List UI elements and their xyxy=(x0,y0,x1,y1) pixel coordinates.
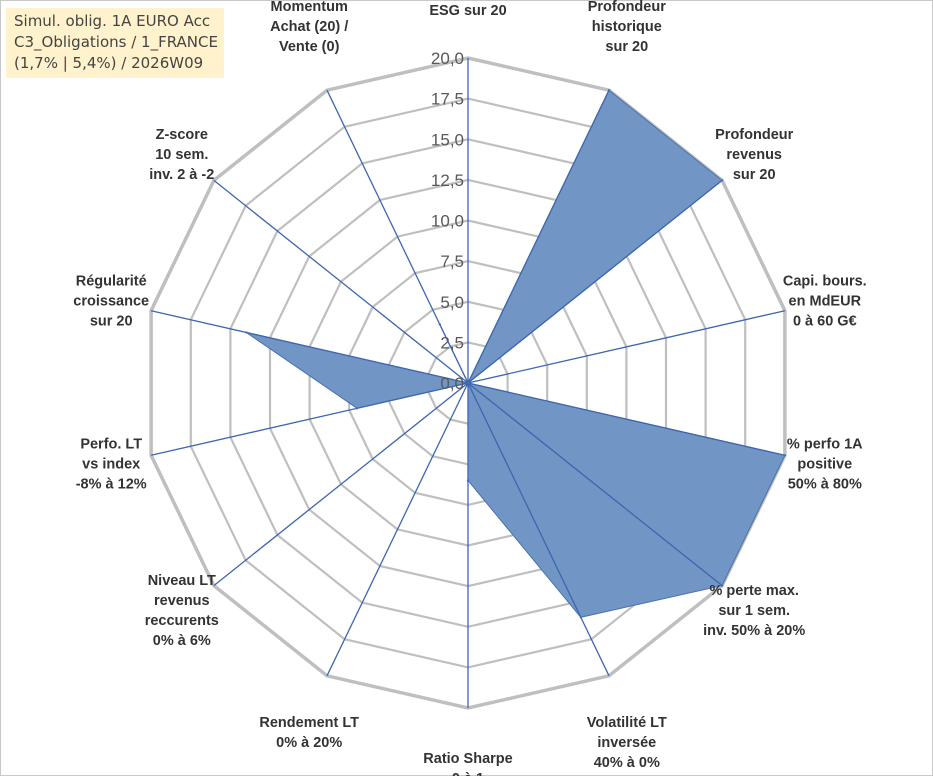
tick-label: 2,5 xyxy=(440,333,464,352)
axis-label: Rendement LT 0% à 20% xyxy=(259,715,359,751)
axis-line xyxy=(467,382,786,456)
data-point xyxy=(783,454,787,457)
axis-label-line: Profondeur xyxy=(715,127,793,143)
series-area xyxy=(245,89,786,618)
data-point xyxy=(466,381,470,385)
axis-label-line: % perfo 1A xyxy=(787,436,863,452)
axis-label-line: 10 sem. xyxy=(155,147,208,163)
axis-label-line: croissance xyxy=(73,294,149,310)
axis-label-line: Perfo. LT xyxy=(80,436,142,452)
data-point xyxy=(466,479,470,482)
tick-label: 7,5 xyxy=(440,252,464,271)
axis-line xyxy=(150,310,469,384)
axis-label-line: 50% à 80% xyxy=(788,476,862,492)
axis-line xyxy=(467,382,610,677)
axis-label: % perfo 1A positive 50% à 80% xyxy=(787,436,863,492)
axis-label-line: 0 à 1 xyxy=(452,771,484,776)
axis-label-line: Volatilité LT xyxy=(587,715,667,731)
axis-label-line: Niveau LT xyxy=(148,573,216,589)
axis-label-line: ESG sur 20 xyxy=(429,3,506,19)
tick-label: 20,0 xyxy=(431,49,464,68)
data-point xyxy=(245,331,248,334)
axis-label-line: sur 1 sem. xyxy=(718,603,790,619)
tick-label: 10,0 xyxy=(431,212,464,231)
axis-line xyxy=(213,382,469,587)
tick-label: 15,0 xyxy=(431,130,464,149)
axis-label-line: -8% à 12% xyxy=(76,476,147,492)
axis-label: Momentum Achat (20) / Vente (0) xyxy=(270,0,348,55)
axis-label-line: vs index xyxy=(82,456,140,472)
fund-category: C3_Obligations / 1_FRANCE xyxy=(14,33,218,51)
axis-line xyxy=(326,382,469,677)
axis-label-line: Z-score xyxy=(156,127,208,143)
axis-label: Perfo. LT vs index -8% à 12% xyxy=(76,436,147,492)
axis-label-line: Profondeur xyxy=(588,0,666,15)
axis-label: Volatilité LT inversée 40% à 0% xyxy=(587,715,667,771)
tick-label: 12,5 xyxy=(431,171,464,190)
axis-line xyxy=(326,89,469,384)
axis-label: Capi. bours. en MdEUR 0 à 60 G€ xyxy=(783,274,867,330)
axis-line xyxy=(467,310,786,384)
axis-label-line: en MdEUR xyxy=(789,294,862,310)
axis-label-line: % perte max. xyxy=(709,583,798,599)
axis-line xyxy=(467,179,723,384)
axis-label: Niveau LT revenus reccurents 0% à 6% xyxy=(145,573,219,649)
axis-label-line: inversée xyxy=(597,735,656,751)
axis-label-line: Régularité xyxy=(76,274,147,290)
axis-label: Profondeur revenus sur 20 xyxy=(715,127,793,183)
data-point xyxy=(579,616,582,619)
data-point xyxy=(438,323,441,326)
axis-label-line: 0 à 60 G€ xyxy=(793,314,857,330)
axis-label-line: Rendement LT xyxy=(259,715,359,731)
axis-label: Régularité croissance sur 20 xyxy=(73,274,149,330)
axis-label: NoteESG sur 20 xyxy=(429,0,506,19)
axis-label-line: Ratio Sharpe xyxy=(423,751,512,767)
axis-label: % perte max. sur 1 sem. inv. 50% à 20% xyxy=(703,583,805,639)
fund-period: (1,7% | 5,4%) / 2026W09 xyxy=(14,54,204,72)
axis-label: Profondeur historique sur 20 xyxy=(588,0,666,55)
axis-label: Ratio Sharpe 0 à 1 xyxy=(423,751,512,776)
axis-label-line: inv. 2 à -2 xyxy=(149,167,214,183)
fund-name: Simul. oblig. 1A EURO Acc xyxy=(14,12,211,30)
fund-info-box: Simul. oblig. 1A EURO Acc C3_Obligations… xyxy=(6,8,224,78)
tick-label: 17,5 xyxy=(431,90,464,109)
axis-label-line: sur 20 xyxy=(605,39,648,55)
axis-label-line: 0% à 6% xyxy=(153,633,211,649)
axis-label-line: inv. 50% à 20% xyxy=(703,623,805,639)
axis-line xyxy=(213,179,469,384)
axis-line xyxy=(150,382,469,456)
axis-label-line: positive xyxy=(797,456,852,472)
axis-label-line: Momentum xyxy=(271,0,348,15)
axis-label-line: Vente (0) xyxy=(279,39,340,55)
data-point xyxy=(720,584,724,587)
data-point xyxy=(720,179,724,182)
axis-label-line: sur 20 xyxy=(733,167,776,183)
tick-label: 0,0 xyxy=(440,374,464,393)
axis-label-line: Capi. bours. xyxy=(783,274,867,290)
axis-label-line: revenus xyxy=(726,147,782,163)
axis-label-line: revenus xyxy=(154,593,210,609)
axis-label: Z-score 10 sem. inv. 2 à -2 xyxy=(149,127,214,183)
axis-line xyxy=(467,89,610,384)
axis-label-line: 0% à 20% xyxy=(276,735,342,751)
axis-label-line: Achat (20) / xyxy=(270,19,348,35)
axis-line xyxy=(467,382,723,587)
data-point xyxy=(355,407,359,410)
axis-label-line: 40% à 0% xyxy=(594,755,660,771)
axis-label-line: historique xyxy=(592,19,662,35)
data-point xyxy=(607,89,611,92)
axis-label-line: sur 20 xyxy=(90,314,133,330)
axis-label-line: reccurents xyxy=(145,613,219,629)
tick-label: 5,0 xyxy=(440,293,464,312)
